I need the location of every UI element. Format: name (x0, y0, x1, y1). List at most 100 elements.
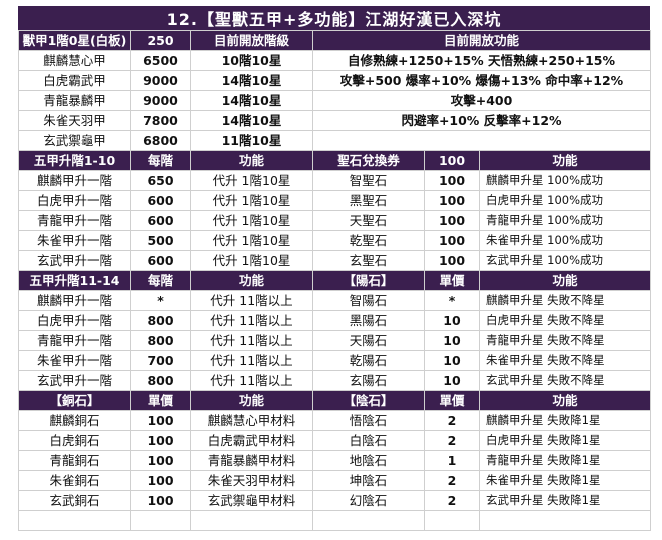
table-cell: 天陽石 (312, 330, 425, 351)
table-cell: 朱雀甲升星 失敗不降星 (478, 350, 652, 371)
table-cell: 100 (130, 490, 191, 511)
header-cell: 單價 (130, 390, 191, 411)
table-cell: 100 (424, 170, 480, 191)
header-cell: 100 (424, 150, 480, 171)
table-cell: 玄武銅石 (18, 490, 131, 511)
table-cell: 600 (130, 190, 191, 211)
table-cell: 100 (130, 450, 191, 471)
table-row-upgrade1: 青龍甲升一階 600 代升 1階10星 天聖石 100 青龍甲升星 100%成功 (18, 210, 652, 231)
table-cell: 青龍甲升星 失敗不降星 (478, 330, 652, 351)
table-cell: 玄武甲升一階 (18, 250, 131, 271)
price-sheet: 12.【聖獸五甲+多功能】江湖好漢已入深坑 獸甲1階0星(白板) 250 目前開放階… (18, 6, 652, 531)
armor-name: 青龍暴麟甲 (18, 90, 131, 111)
table-cell: 麒麟銅石 (18, 410, 131, 431)
table-cell: 100 (424, 250, 480, 271)
table-row-stones: 麒麟銅石 100 麒麟慧心甲材料 悟陰石 2 麒麟甲升星 失敗降1星 (18, 410, 652, 431)
table-cell: 代升 11階以上 (190, 330, 313, 351)
table-cell: 麒麟甲升星 失敗不降星 (478, 290, 652, 311)
header-cell: 五甲升階1-10 (18, 150, 131, 171)
table-cell: 代升 11階以上 (190, 370, 313, 391)
table-cell: 600 (130, 250, 191, 271)
armor-function: 閃避率+10% 反擊率+12% (311, 110, 652, 131)
table-cell: 600 (130, 210, 191, 231)
table-cell: 悟陰石 (312, 410, 425, 431)
table-cell: 朱雀甲升星 失敗降1星 (478, 470, 652, 491)
table-cell: 代升 11階以上 (190, 350, 313, 371)
table-cell: 青龍甲升一階 (18, 330, 131, 351)
table-cell: 麒麟甲升一階 (18, 290, 131, 311)
table-cell: 朱雀甲升星 100%成功 (478, 230, 652, 251)
header-cell: 功能 (190, 150, 313, 171)
table-cell: 100 (130, 430, 191, 451)
table-row-upgrade2: 朱雀甲升一階 700 代升 11階以上 乾陽石 10 朱雀甲升星 失敗不降星 (18, 350, 652, 371)
table-cell: 100 (424, 230, 480, 251)
table-row-armor: 麒麟慧心甲 6500 10階10星 自修熟練+1250+15% 天悟熟練+250+15… (18, 50, 652, 71)
armor-function (311, 130, 652, 151)
header-row-armor: 獸甲1階0星(白板) 250 目前開放階級 目前開放功能 (18, 30, 652, 51)
table-cell: 代升 1階10星 (190, 250, 313, 271)
armor-level: 14階10星 (190, 110, 313, 131)
table-cell: 青龍暴麟甲材料 (190, 450, 313, 471)
table-cell: 10 (424, 310, 480, 331)
table-cell: 1 (424, 450, 480, 471)
header-cell: 功能 (478, 150, 652, 171)
table-row-upgrade1: 白虎甲升一階 600 代升 1階10星 黑聖石 100 白虎甲升星 100%成功 (18, 190, 652, 211)
table-cell: 朱雀天羽甲材料 (190, 470, 313, 491)
header-row-upgrade1: 五甲升階1-10 每階 功能 聖石兌換券 100 功能 (18, 150, 652, 171)
header-cell: 單價 (424, 270, 480, 291)
table-cell: 代升 1階10星 (190, 230, 313, 251)
header-cell: 目前開放功能 (311, 30, 652, 51)
header-cell: 單價 (424, 390, 480, 411)
armor-level: 14階10星 (190, 90, 313, 111)
table-cell: 黑聖石 (312, 190, 425, 211)
armor-value: 9000 (130, 90, 191, 111)
table-row-upgrade2: 玄武甲升一階 800 代升 11階以上 玄陽石 10 玄武甲升星 失敗不降星 (18, 370, 652, 391)
header-cell: 獸甲1階0星(白板) (18, 30, 131, 51)
table-cell: * (130, 290, 191, 311)
armor-name: 麒麟慧心甲 (18, 50, 131, 71)
table-cell: 青龍甲升一階 (18, 210, 131, 231)
header-cell: 每階 (130, 270, 191, 291)
table-cell: 白虎甲升一階 (18, 190, 131, 211)
table-cell: 2 (424, 490, 480, 511)
blank-cell (312, 510, 425, 531)
table-row-armor: 白虎霸武甲 9000 14階10星 攻擊+500 爆率+10% 爆傷+13% 命中率+… (18, 70, 652, 91)
table-cell: 智陽石 (312, 290, 425, 311)
table-row-upgrade1: 麒麟甲升一階 650 代升 1階10星 智聖石 100 麒麟甲升星 100%成功 (18, 170, 652, 191)
table-cell: 800 (130, 330, 191, 351)
table-cell: 智聖石 (312, 170, 425, 191)
header-cell: 【陰石】 (312, 390, 425, 411)
armor-function: 攻擊+400 (311, 90, 652, 111)
armor-level: 10階10星 (190, 50, 313, 71)
table-cell: 黑陽石 (312, 310, 425, 331)
table-cell: 白虎甲升星 100%成功 (478, 190, 652, 211)
table-cell: 代升 11階以上 (190, 290, 313, 311)
blank-row (18, 510, 652, 531)
table-cell: 代升 11階以上 (190, 310, 313, 331)
armor-value: 6800 (130, 130, 191, 151)
table-cell: 白陰石 (312, 430, 425, 451)
table-cell: 800 (130, 370, 191, 391)
table-cell: 乾陽石 (312, 350, 425, 371)
table-cell: 玄武甲升一階 (18, 370, 131, 391)
table-row-upgrade2: 麒麟甲升一階 * 代升 11階以上 智陽石 * 麒麟甲升星 失敗不降星 (18, 290, 652, 311)
table-cell: 2 (424, 410, 480, 431)
header-row-stones: 【銅石】 單價 功能 【陰石】 單價 功能 (18, 390, 652, 411)
table-cell: 朱雀甲升一階 (18, 230, 131, 251)
armor-value: 7800 (130, 110, 191, 131)
table-cell: 800 (130, 310, 191, 331)
table-row-upgrade1: 玄武甲升一階 600 代升 1階10星 玄聖石 100 玄武甲升星 100%成功 (18, 250, 652, 271)
table-cell: 2 (424, 430, 480, 451)
header-cell: 五甲升階11-14 (18, 270, 131, 291)
table-cell: 10 (424, 370, 480, 391)
table-cell: 100 (130, 470, 191, 491)
table-cell: 天聖石 (312, 210, 425, 231)
table-cell: 玄武甲升星 失敗降1星 (478, 490, 652, 511)
price-table: 獸甲1階0星(白板) 250 目前開放階級 目前開放功能 麒麟慧心甲 6500 10階10星… (18, 30, 652, 531)
table-cell: 10 (424, 330, 480, 351)
header-cell: 功能 (478, 390, 652, 411)
armor-function: 攻擊+500 爆率+10% 爆傷+13% 命中率+12% (311, 70, 652, 91)
table-cell: 乾聖石 (312, 230, 425, 251)
table-cell: 地陰石 (312, 450, 425, 471)
table-cell: 10 (424, 350, 480, 371)
